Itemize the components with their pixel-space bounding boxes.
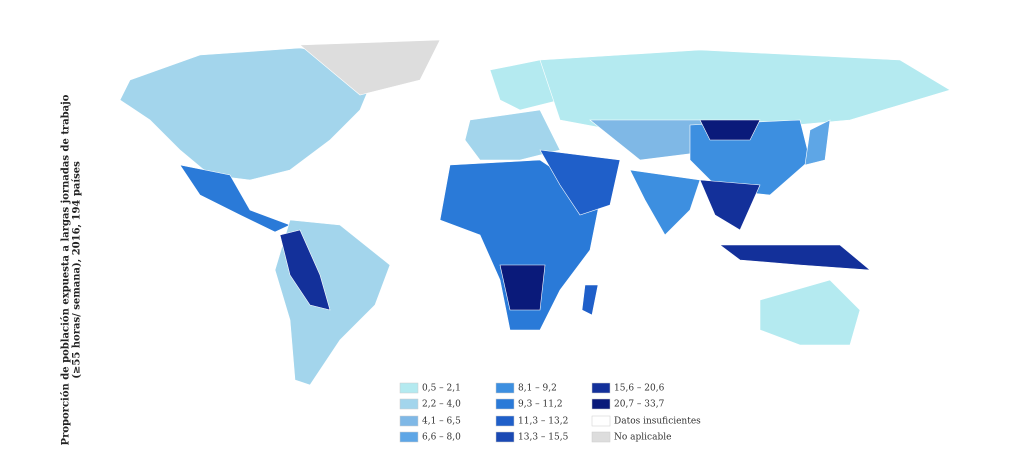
map-subtitle: (≥55 horas/ semana), 2016, 194 países [72, 161, 83, 379]
legend-label: 9,3 – 11,2 [518, 400, 563, 410]
country-region [699, 179, 761, 231]
legend-swatch [399, 415, 419, 427]
map-title: Proporción de población expuesta a larga… [61, 94, 72, 445]
world-map [119, 39, 951, 386]
country-region [539, 49, 951, 136]
legend-label: 11,3 – 13,2 [518, 417, 568, 427]
legend-swatch [591, 431, 611, 443]
country-region [464, 109, 561, 161]
legend-label: 6,6 – 8,0 [422, 433, 461, 443]
legend-swatch [399, 431, 419, 443]
country-region [699, 119, 761, 141]
country-region [629, 169, 701, 236]
legend-label: 8,1 – 9,2 [518, 384, 557, 394]
legend-label: 4,1 – 6,5 [422, 417, 461, 427]
title-group: Proporción de población expuesta a larga… [61, 94, 83, 445]
legend-swatch [399, 382, 419, 394]
legend: 0,5 – 2,1 2,2 – 4,0 4,1 – 6,5 6,6 – 8,0 8,1 … [399, 382, 701, 443]
legend-label: 0,5 – 2,1 [422, 384, 461, 394]
legend-label: 13,3 – 15,5 [518, 433, 569, 443]
country-region [299, 39, 441, 96]
country-region [539, 149, 621, 216]
country-region [719, 244, 871, 271]
legend-swatch [495, 415, 515, 427]
legend-swatch [495, 431, 515, 443]
legend-label: Datos insuficientes [614, 417, 701, 427]
country-region [499, 264, 546, 311]
legend-label: 20,7 – 33,7 [614, 400, 665, 410]
legend-swatch [495, 398, 515, 410]
legend-swatch [591, 398, 611, 410]
country-region [179, 164, 291, 233]
legend-swatch [591, 382, 611, 394]
country-region [489, 59, 561, 111]
country-region [581, 284, 599, 316]
country-region [759, 279, 861, 346]
country-region [279, 229, 331, 311]
legend-swatch [399, 398, 419, 410]
legend-label: 15,6 – 20,6 [614, 384, 665, 394]
legend-label: 2,2 – 4,0 [422, 400, 461, 410]
legend-label: No aplicable [614, 433, 671, 443]
legend-swatch [495, 382, 515, 394]
legend-swatch [591, 415, 611, 427]
country-region [119, 47, 381, 181]
country-region [804, 119, 831, 166]
